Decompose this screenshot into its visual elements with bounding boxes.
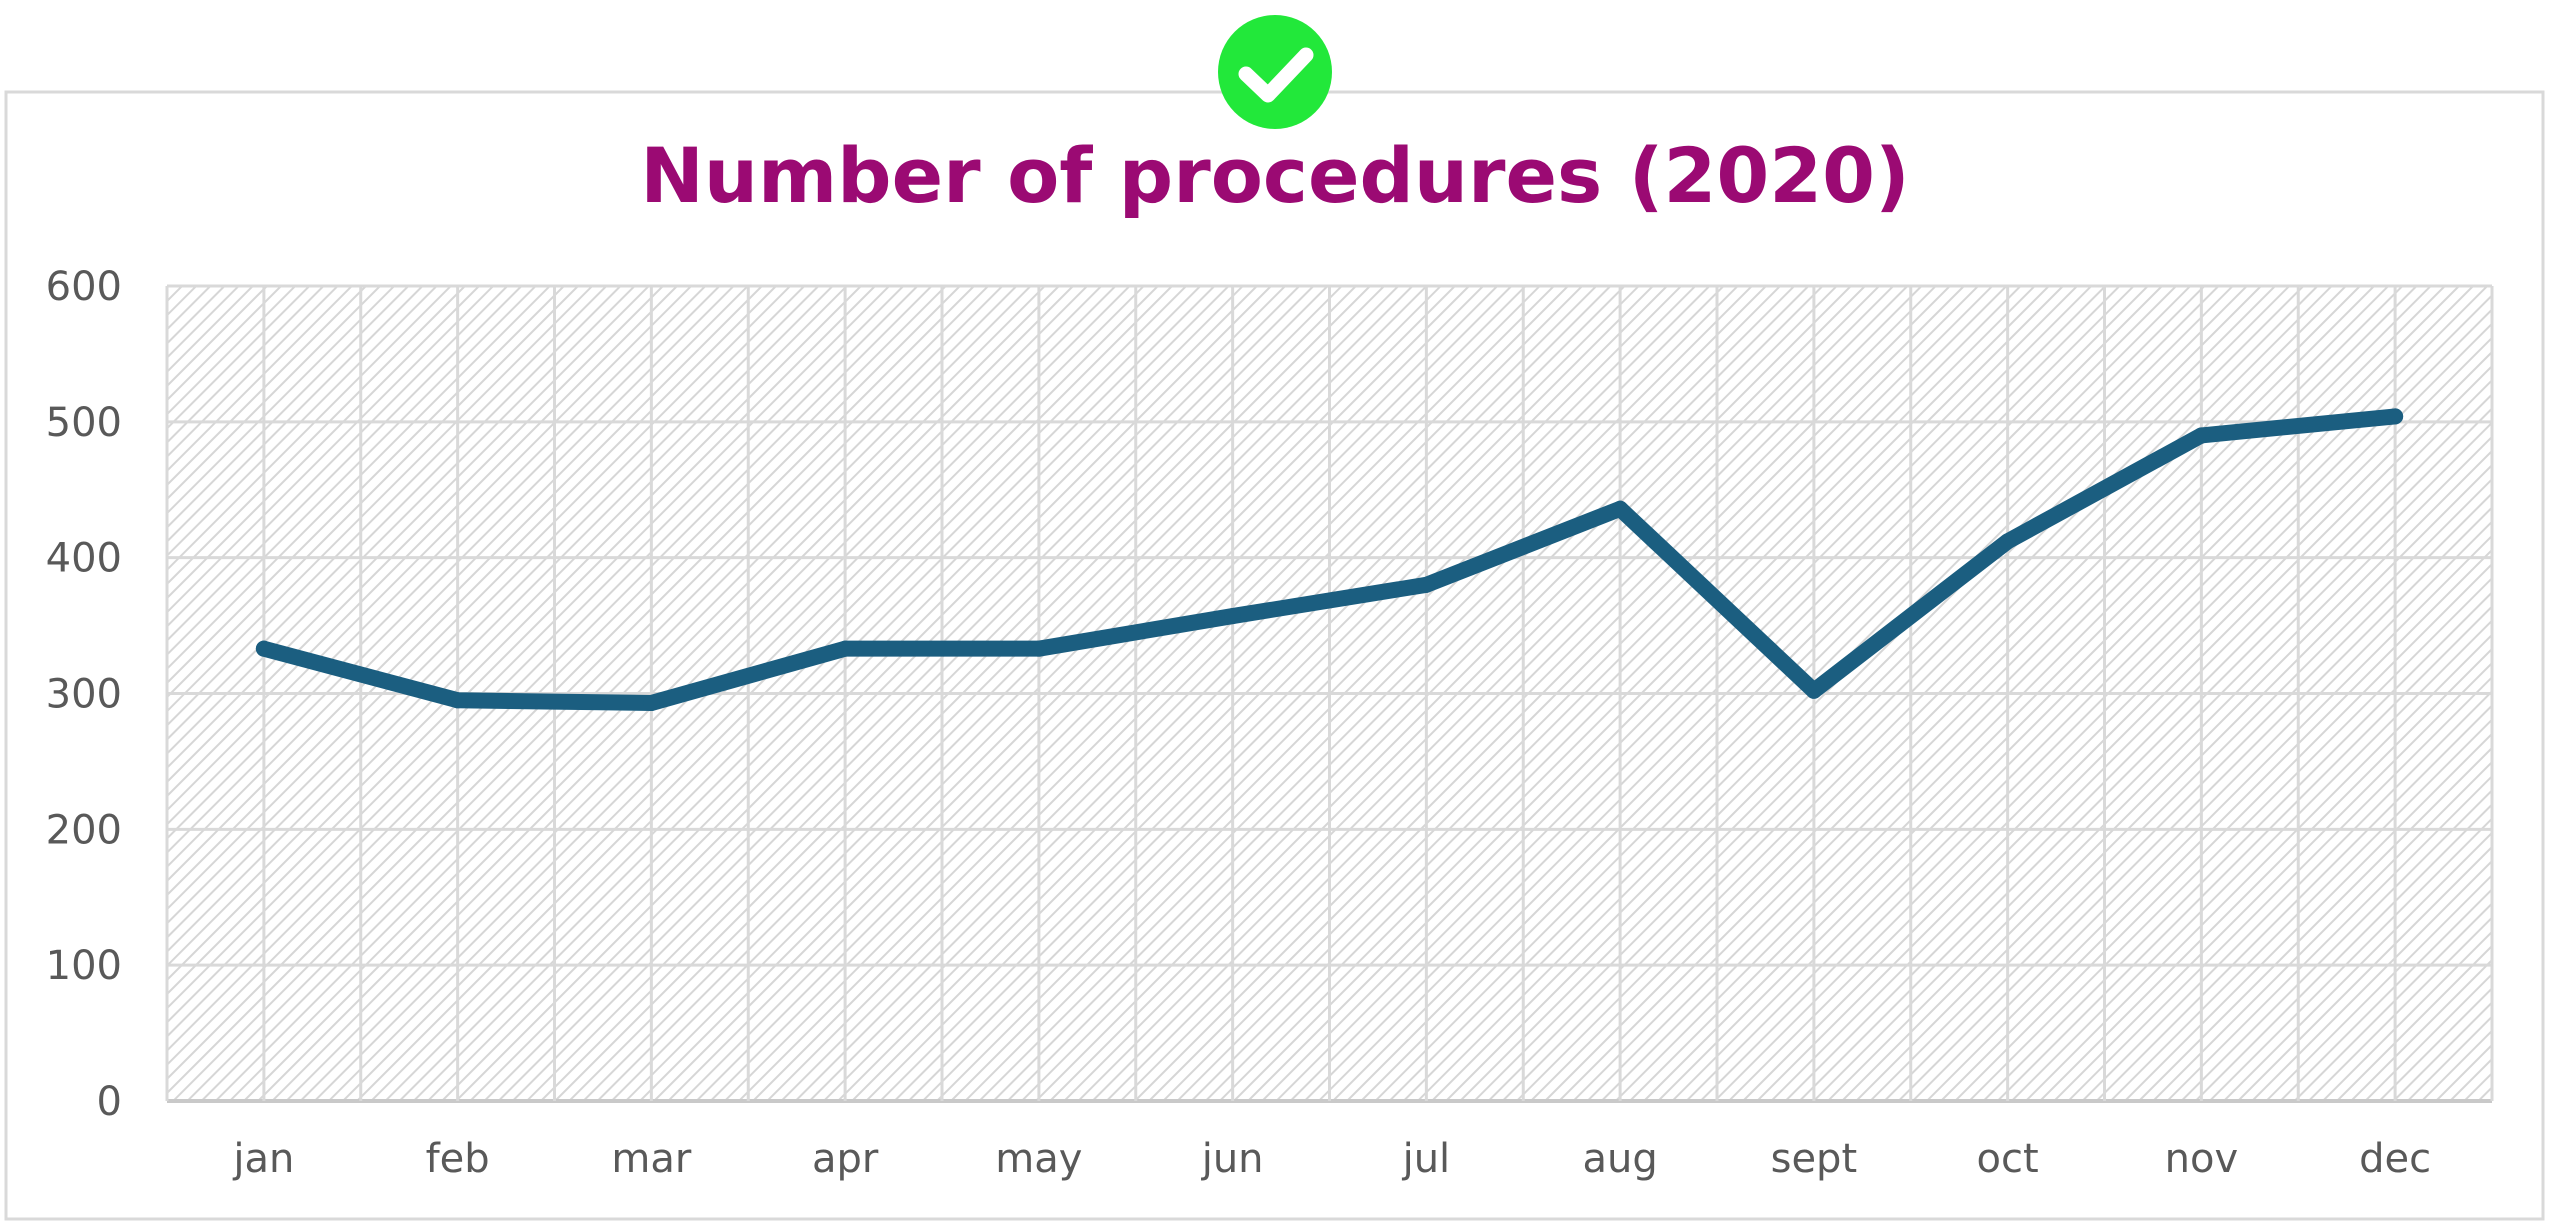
data-point: [1030, 640, 1047, 657]
x-tick-label: dec: [2359, 1136, 2431, 1182]
status-badge: [1218, 15, 1332, 129]
data-point: [643, 695, 660, 712]
series-layer: [255, 408, 2404, 712]
data-point: [1224, 608, 1241, 625]
chart-title: Number of procedures (2020): [640, 131, 1909, 220]
x-tick-label: apr: [812, 1136, 879, 1182]
data-point: [1418, 576, 1435, 593]
data-point: [1612, 500, 1629, 517]
data-point: [2387, 408, 2404, 425]
y-axis: 0 100 200 300 400 500 600: [46, 264, 122, 1125]
data-point: [1805, 682, 1822, 699]
y-tick-label: 100: [46, 943, 122, 989]
x-tick-label: feb: [426, 1136, 490, 1182]
x-tick-label: jul: [1402, 1136, 1451, 1182]
data-point: [837, 640, 854, 657]
y-tick-label: 600: [46, 264, 122, 310]
data-point: [449, 692, 466, 709]
x-tick-label: jun: [1201, 1136, 1264, 1182]
x-tick-label: may: [995, 1136, 1082, 1182]
check-icon: [1238, 47, 1314, 103]
y-tick-label: 500: [46, 400, 122, 446]
x-tick-label: sept: [1771, 1136, 1858, 1182]
x-tick-label: jan: [232, 1136, 294, 1182]
x-tick-label: aug: [1582, 1136, 1657, 1182]
data-point: [1999, 533, 2016, 550]
gridlines: [165, 284, 2494, 1103]
series-line: [255, 408, 2404, 712]
x-tick-label: mar: [611, 1136, 691, 1182]
y-tick-label: 300: [46, 672, 122, 718]
x-tick-label: oct: [1977, 1136, 2039, 1182]
data-point: [255, 640, 272, 657]
x-axis: jan feb mar apr may jun jul aug sept oct nov dec: [232, 1136, 2431, 1182]
y-tick-label: 200: [46, 807, 122, 853]
data-point: [2193, 427, 2210, 444]
x-tick-label: nov: [2165, 1136, 2239, 1182]
y-tick-label: 0: [97, 1079, 122, 1125]
y-tick-label: 400: [46, 536, 122, 582]
